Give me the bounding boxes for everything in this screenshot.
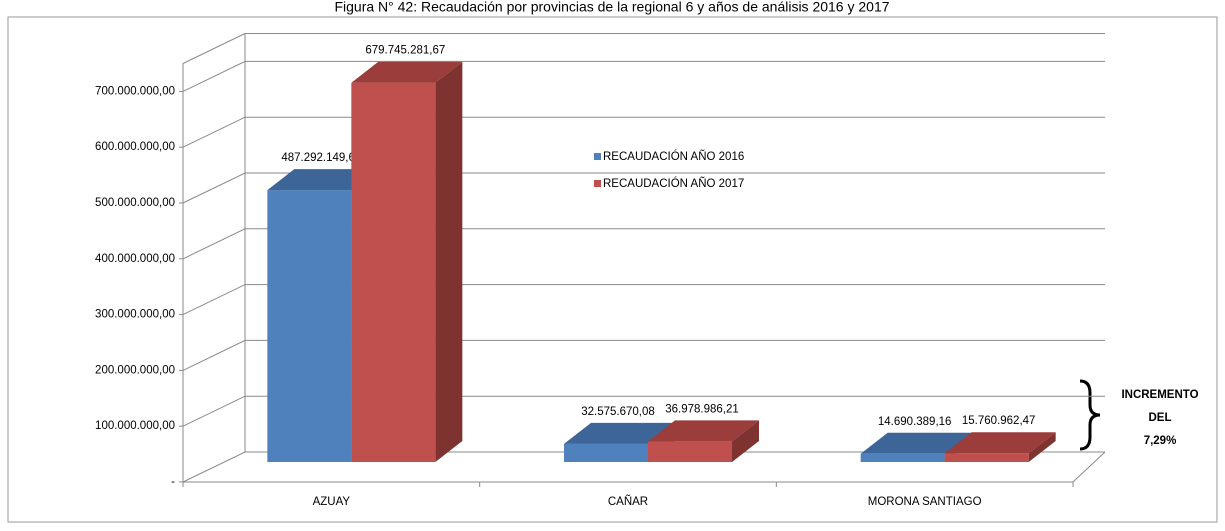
annotation: 7,29% — [1144, 435, 1177, 447]
bar-top — [944, 432, 1056, 454]
bar — [564, 443, 648, 462]
wall-diag — [182, 33, 246, 64]
value-label: 487.292.149,66 — [281, 152, 361, 164]
bar-top — [860, 432, 972, 454]
bar — [351, 82, 436, 462]
annotation: DEL — [1149, 412, 1172, 424]
x-tick-label: MORONA SANTIAGO — [868, 496, 982, 508]
bar — [648, 441, 732, 462]
legend-swatch — [594, 180, 601, 187]
bar-top — [267, 169, 379, 191]
legend-label: RECAUDACIÓN AÑO 2017 — [603, 177, 744, 190]
chart-title: Figura N° 42: Recaudación por provincias… — [334, 0, 889, 15]
grid-line — [182, 60, 1105, 92]
value-label: 32.575.670,08 — [581, 406, 655, 418]
bar — [267, 190, 352, 462]
grid-line — [182, 116, 1105, 148]
bar-side — [732, 420, 759, 462]
legend-label: RECAUDACIÓN AÑO 2016 — [603, 150, 744, 163]
y-tick-label: 300.000.000,00 — [95, 309, 175, 321]
y-tick-label: 600.000.000,00 — [95, 141, 175, 153]
y-tick-label: 500.000.000,00 — [95, 197, 175, 209]
grid-line — [182, 228, 1105, 260]
grid-line — [182, 451, 1105, 483]
bar-side — [435, 61, 463, 462]
grid-line — [182, 172, 1105, 204]
x-tick-label: CAÑAR — [608, 495, 648, 508]
bracket — [1079, 379, 1101, 451]
annotation: INCREMENTO — [1121, 389, 1198, 401]
bar — [860, 453, 945, 462]
y-tick-label: 200.000.000,00 — [95, 364, 175, 376]
y-tick-label: 400.000.000,00 — [95, 253, 175, 265]
x-tick-label: AZUAY — [313, 496, 351, 508]
bar-top — [351, 61, 463, 83]
bar — [944, 453, 1029, 462]
bar-top — [648, 420, 759, 442]
bar-top — [564, 422, 675, 444]
y-tick-label: 700.000.000,00 — [95, 85, 175, 97]
y-tick-label: 100.000.000,00 — [95, 420, 175, 432]
value-label: 36.978.986,21 — [665, 403, 739, 415]
grid-line — [182, 339, 1105, 371]
chart-border — [7, 16, 1218, 523]
grid-line — [182, 284, 1105, 316]
value-label: 14.690.389,16 — [878, 416, 952, 428]
grid-line — [182, 395, 1105, 427]
value-label: 15.760.962,47 — [962, 415, 1036, 427]
y-tick-label: - — [171, 476, 175, 488]
legend-swatch — [594, 153, 601, 160]
value-label: 679.745.281,67 — [365, 45, 445, 57]
bar-side — [1028, 432, 1056, 462]
